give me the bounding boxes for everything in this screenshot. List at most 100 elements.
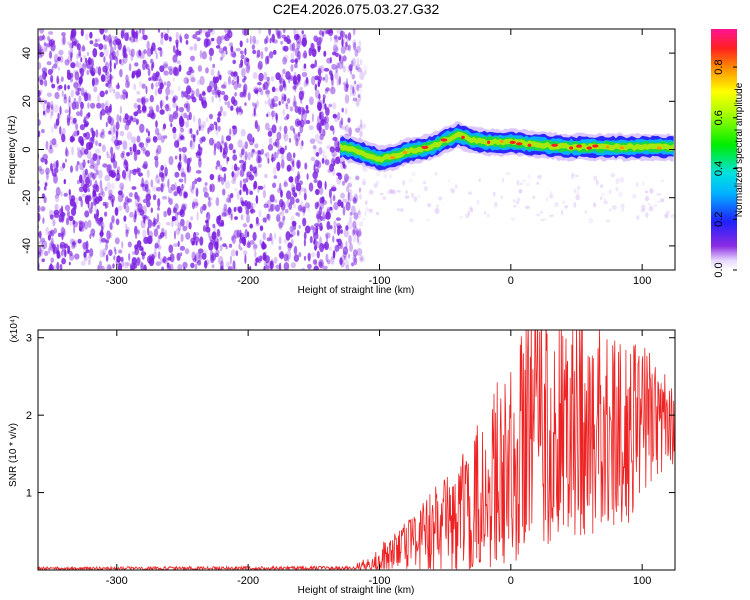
noise-speckle [283,262,290,270]
noise-speckle [288,176,294,183]
noise-speckle [618,191,623,198]
noise-speckle [96,217,103,225]
noise-speckle [525,205,530,210]
noise-speckle [242,78,246,83]
noise-speckle [102,252,106,257]
signal-peak [619,146,625,150]
snr-frame [37,329,676,571]
noise-speckle [229,42,233,47]
noise-speckle [216,238,220,246]
noise-speckle [167,207,172,216]
noise-speckle [284,116,289,121]
noise-speckle [230,213,233,221]
noise-speckle [72,242,76,248]
noise-speckle [331,63,337,70]
noise-speckle [345,83,349,89]
noise-speckle [106,230,111,240]
noise-speckle [297,205,303,211]
noise-speckle [237,83,242,88]
noise-speckle [178,147,182,152]
noise-speckle [62,35,66,45]
noise-speckle [104,100,110,108]
noise-speckle [61,36,65,46]
noise-speckle [138,210,141,216]
noise-speckle [318,259,324,269]
noise-speckle [345,264,350,270]
noise-speckle [353,80,357,85]
noise-speckle [219,106,223,114]
noise-speckle [99,29,105,35]
noise-speckle [193,198,199,203]
noise-speckle [119,68,123,78]
noise-speckle [299,33,305,40]
noise-speckle [247,92,251,101]
noise-speckle [179,245,186,251]
noise-speckle [41,129,45,134]
noise-speckle [239,91,244,98]
noise-speckle [236,169,240,178]
noise-speckle [137,195,140,203]
noise-speckle [62,162,66,169]
noise-speckle [64,109,69,114]
noise-speckle [145,98,149,103]
noise-speckle [256,49,261,58]
noise-speckle [225,197,230,203]
noise-speckle [279,250,284,260]
noise-speckle [47,35,50,42]
noise-speckle [247,61,251,71]
noise-speckle [191,240,195,246]
noise-speckle [376,171,380,177]
noise-speckle [218,176,224,182]
noise-speckle [143,161,148,170]
noise-speckle [241,201,246,207]
noise-speckle [178,106,185,113]
noise-speckle [177,264,183,270]
noise-speckle [77,238,82,244]
noise-speckle [150,179,154,188]
noise-speckle [333,39,339,44]
noise-speckle [321,196,325,203]
noise-speckle [84,187,88,193]
noise-speckle [224,29,227,33]
noise-speckle [249,223,253,229]
noise-speckle [252,166,257,174]
noise-speckle [349,84,353,91]
noise-speckle [84,168,88,176]
noise-speckle [256,86,259,97]
noise-speckle [232,125,238,135]
noise-speckle [334,244,340,252]
noise-speckle [303,231,307,240]
noise-speckle [88,172,93,179]
noise-speckle [362,218,366,220]
x-tick-label: -100 [368,275,390,287]
noise-speckle [183,183,186,189]
noise-speckle-field [38,29,675,270]
noise-speckle [345,175,348,179]
noise-speckle [234,216,238,220]
noise-speckle [256,149,262,158]
noise-speckle [104,102,108,108]
noise-speckle [459,215,463,219]
noise-speckle [316,210,322,219]
noise-speckle [205,117,209,122]
noise-speckle [50,100,54,109]
noise-speckle [195,252,201,260]
noise-speckle [186,70,192,76]
noise-speckle [83,220,89,230]
noise-speckle [70,29,77,38]
noise-speckle [205,220,209,230]
noise-speckle [222,243,227,248]
noise-speckle [117,205,123,212]
noise-speckle [334,117,339,123]
noise-speckle [353,257,358,266]
noise-speckle [256,100,259,107]
noise-speckle [322,150,325,158]
noise-speckle [156,186,162,192]
noise-speckle [186,163,190,173]
noise-speckle [56,254,62,259]
noise-speckle [665,210,670,216]
noise-speckle [239,180,243,189]
noise-speckle [176,105,179,112]
noise-speckle [600,196,603,201]
noise-speckle [278,245,282,251]
